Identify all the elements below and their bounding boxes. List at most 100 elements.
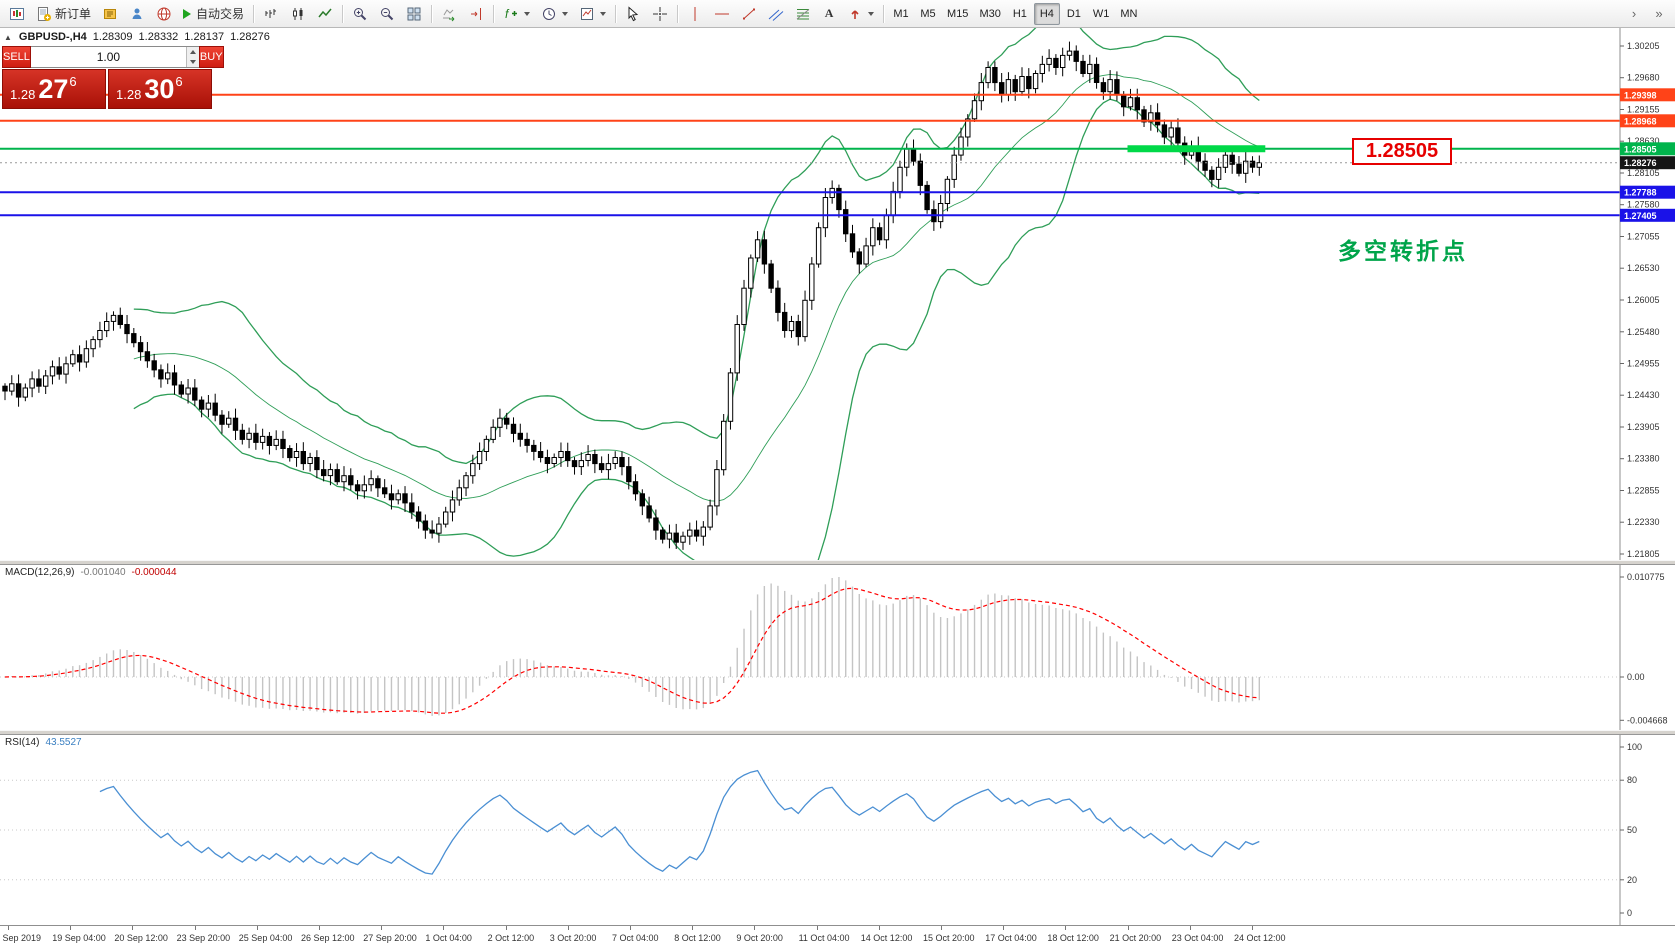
toolbar-overflow-left-button[interactable]: › <box>1631 6 1637 21</box>
candles-chart-button[interactable] <box>285 3 311 25</box>
time-label: 20 Sep 12:00 <box>114 933 168 943</box>
time-tick <box>1065 926 1067 930</box>
time-axis[interactable]: 17 Sep 2019 19 Sep 04:00 20 Sep 12:00 23 Se… <box>0 925 1675 951</box>
zoom-out-button[interactable] <box>374 3 400 25</box>
timeframe-m1-button[interactable]: M1 <box>893 7 909 20</box>
buy-price-button[interactable]: 1.28 30 6 <box>108 69 212 109</box>
price-callout[interactable]: 1.28505 <box>1352 138 1452 165</box>
price-axis[interactable]: 1.30205 1.29680 1.29155 1.28630 1.28105 1.275… <box>1619 28 1675 560</box>
panel-divider[interactable] <box>0 560 1675 565</box>
rsi-axis[interactable]: 100 80 50 20 0 <box>1619 735 1642 925</box>
channel-tool-button[interactable] <box>763 3 789 25</box>
zoom-in-icon <box>354 7 367 20</box>
macd-main-value: -0.001040 <box>80 567 126 578</box>
time-tick <box>194 926 196 930</box>
rsi-name: RSI(14) <box>5 737 40 748</box>
svg-text:0.010775: 0.010775 <box>1627 572 1665 582</box>
sell-button-small[interactable]: SELL <box>2 46 31 68</box>
time-tick <box>505 926 507 930</box>
bar-chart-button[interactable] <box>258 3 284 25</box>
time-label: 18 Oct 12:00 <box>1047 933 1099 943</box>
toolbar-overflow-button[interactable]: » <box>1655 6 1663 21</box>
arrows-tool-button[interactable] <box>842 3 879 25</box>
svg-text:1.29155: 1.29155 <box>1627 105 1660 115</box>
time-tick <box>1189 926 1191 930</box>
crosshair-button[interactable] <box>647 3 673 25</box>
volume-input[interactable] <box>30 47 186 67</box>
sell-price-button[interactable]: 1.28 27 6 <box>2 69 106 109</box>
volume-spinner <box>185 47 199 67</box>
globe-icon <box>157 7 171 20</box>
volume-decrease-button[interactable] <box>186 57 199 67</box>
zoom-in-button[interactable] <box>347 3 373 25</box>
rsi-canvas[interactable]: 100 80 50 20 0 <box>0 735 1675 925</box>
time-label: 15 Oct 20:00 <box>923 933 975 943</box>
macd-name: MACD(12,26,9) <box>5 567 75 578</box>
timeframe-h4-button[interactable]: H4 <box>1033 2 1060 25</box>
sell-price-big: 27 <box>38 73 69 104</box>
horizontal-line-tool-button[interactable] <box>709 3 735 25</box>
buy-button-small[interactable]: BUY <box>198 46 224 68</box>
macd-canvas[interactable]: 0.010775 0.00 -0.004668 <box>0 565 1675 730</box>
timeframe-h1-button[interactable]: H1 <box>1012 7 1027 20</box>
auto-scroll-button[interactable] <box>436 3 462 25</box>
time-label: 19 Sep 04:00 <box>52 933 106 943</box>
dropdown-caret-icon <box>562 11 569 16</box>
timeframe-d1-button[interactable]: D1 <box>1066 7 1081 20</box>
new-order-button[interactable]: 新订单 <box>31 3 96 25</box>
timeframe-mn-button[interactable]: MN <box>1120 7 1138 20</box>
auto-trading-button[interactable]: 自动交易 <box>178 3 249 25</box>
macd-panel: 0.010775 0.00 -0.004668 MACD(12,26,9) -0.0… <box>0 565 1675 730</box>
time-tick <box>692 926 694 930</box>
panel-divider[interactable] <box>0 730 1675 735</box>
metaeditor-icon <box>104 8 117 19</box>
one-click-collapse-arrow[interactable]: ▲ <box>4 32 12 42</box>
templates-button[interactable] <box>574 3 611 25</box>
timeframe-w1-button[interactable]: W1 <box>1092 7 1110 20</box>
one-click-trading-widget: SELL BUY 1.28 27 6 1.28 <box>2 46 224 109</box>
turning-point-note[interactable]: 多空转折点 <box>1338 238 1468 264</box>
timeframe-group: M1 M5 M15 M30 H1 H4 D1 W1 MN <box>888 2 1142 25</box>
toolbar-separator <box>615 4 617 23</box>
down-arrow-icon <box>189 60 196 64</box>
horizontal-level-lines[interactable] <box>0 93 1620 217</box>
line-chart-icon <box>318 8 332 17</box>
timeframe-m15-button[interactable]: M15 <box>947 7 969 20</box>
tile-windows-button[interactable] <box>401 3 427 25</box>
indicators-button[interactable]: f <box>498 3 535 25</box>
chart-shift-button[interactable] <box>463 3 489 25</box>
timeframe-m5-button[interactable]: M5 <box>920 7 936 20</box>
candles-icon <box>293 7 303 20</box>
toolbar-separator <box>342 4 344 23</box>
new-chart-button[interactable] <box>4 3 30 25</box>
macd-axis[interactable]: 0.010775 0.00 -0.004668 <box>1619 565 1668 730</box>
periods-button[interactable] <box>536 3 573 25</box>
volume-increase-button[interactable] <box>186 47 199 57</box>
cursor-button[interactable] <box>620 3 646 25</box>
time-label: 23 Oct 04:00 <box>1171 933 1224 943</box>
volume-box <box>30 46 199 68</box>
svg-text:1.24955: 1.24955 <box>1627 359 1660 369</box>
metaeditor-button[interactable] <box>97 3 123 25</box>
market-watch-button[interactable] <box>124 3 150 25</box>
fibonacci-tool-button[interactable] <box>790 3 816 25</box>
fibonacci-icon <box>796 8 810 19</box>
vertical-line-tool-button[interactable] <box>682 3 708 25</box>
main-chart-canvas[interactable]: 1.302051.296801.291551.286301.281051.275… <box>0 28 1675 560</box>
line-chart-button[interactable] <box>312 3 338 25</box>
text-tool-button[interactable]: A <box>824 6 834 20</box>
macd-label: MACD(12,26,9) -0.001040 -0.000044 <box>5 567 177 578</box>
svg-text:1.28105: 1.28105 <box>1627 168 1660 178</box>
time-label: 2 Oct 12:00 <box>487 933 535 943</box>
svg-text:20: 20 <box>1627 875 1637 885</box>
community-button[interactable] <box>151 3 177 25</box>
time-label: 17 Sep 2019 <box>0 933 42 943</box>
channel-icon <box>768 9 784 21</box>
time-label: 27 Sep 20:00 <box>363 933 417 943</box>
time-label: 21 Oct 20:00 <box>1109 933 1162 943</box>
trendline-tool-button[interactable] <box>736 3 762 25</box>
timeframe-m30-button[interactable]: M30 <box>979 7 1001 20</box>
svg-text:50: 50 <box>1627 825 1637 835</box>
auto-trading-label: 自动交易 <box>196 7 245 21</box>
